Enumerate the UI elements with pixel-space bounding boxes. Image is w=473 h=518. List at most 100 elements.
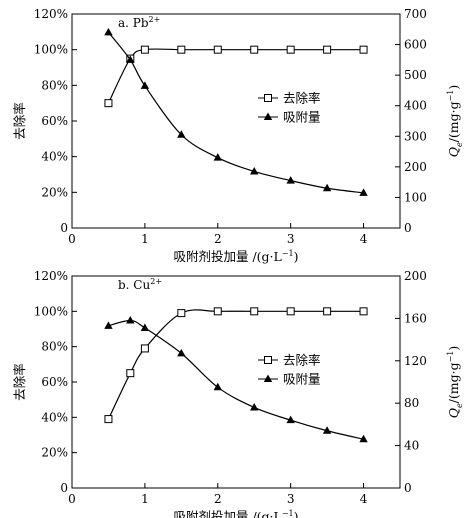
data-point-removal-rate bbox=[213, 45, 222, 54]
data-point-removal-rate bbox=[177, 309, 186, 318]
data-point-removal-rate bbox=[250, 45, 259, 54]
series-line-adsorption-capacity bbox=[107, 31, 364, 194]
y-right-tick-label: 700 bbox=[404, 7, 427, 21]
data-point-removal-rate bbox=[104, 415, 113, 424]
y-left-tick-label: 100% bbox=[34, 304, 68, 318]
data-point-adsorption-capacity bbox=[140, 323, 150, 331]
y-left-tick-label: 40% bbox=[41, 410, 68, 424]
y-left-tick-label: 120% bbox=[34, 269, 68, 283]
series-line-removal-rate bbox=[107, 48, 364, 104]
x-tick-label: 0 bbox=[68, 492, 76, 506]
data-point-adsorption-capacity bbox=[286, 176, 295, 184]
panel-a: 0 1 2 3 4 0 20% 40% 60% 80% 100% 120% 0 100 200 300 400 5… bbox=[12, 7, 464, 264]
data-point-adsorption-capacity bbox=[126, 316, 135, 324]
data-point-adsorption-capacity bbox=[126, 55, 135, 63]
legend-label: 吸附量 bbox=[283, 110, 321, 125]
y-left-axis-title: 去除率 bbox=[12, 102, 27, 140]
data-point-adsorption-capacity bbox=[177, 130, 186, 138]
data-point-adsorption-capacity bbox=[250, 166, 259, 175]
y-left-tick-label: 20% bbox=[41, 446, 68, 460]
data-point-removal-rate bbox=[250, 307, 259, 316]
y-right-tick-label: 100 bbox=[404, 190, 427, 204]
x-tick-label: 2 bbox=[214, 492, 222, 506]
x-tick-label: 3 bbox=[287, 232, 295, 246]
y-left-tick-label: 0 bbox=[60, 481, 68, 495]
legend-label: 去除率 bbox=[283, 91, 321, 106]
legend-label: 吸附量 bbox=[283, 372, 321, 387]
x-tick-label: 4 bbox=[360, 492, 368, 506]
x-tick-label: 1 bbox=[141, 232, 149, 246]
y-right-tick-label: 0 bbox=[404, 221, 412, 235]
y-right-tick-label: 200 bbox=[404, 269, 427, 283]
y-right-tick-label: 200 bbox=[404, 160, 427, 174]
data-point-removal-rate bbox=[126, 369, 135, 378]
data-point-removal-rate bbox=[359, 307, 368, 316]
y-right-tick-label: 0 bbox=[404, 481, 412, 495]
y-right-tick-label: 400 bbox=[404, 99, 427, 113]
data-point-adsorption-capacity bbox=[359, 434, 368, 443]
y-left-tick-label: 60% bbox=[41, 375, 68, 389]
legend-label: 去除率 bbox=[283, 353, 321, 368]
y-right-tick-label: 300 bbox=[404, 129, 427, 143]
plot-frame bbox=[71, 13, 401, 229]
data-point-adsorption-capacity bbox=[322, 426, 332, 434]
data-point-removal-rate bbox=[213, 307, 222, 316]
data-point-removal-rate bbox=[140, 344, 149, 353]
panel-b: 0 1 2 3 4020%40%60%80%100%120%04080120160200… bbox=[12, 269, 464, 518]
data-point-adsorption-capacity bbox=[140, 81, 150, 89]
series-line-adsorption-capacity bbox=[108, 319, 364, 440]
plot-frame bbox=[71, 275, 401, 489]
data-point-removal-rate bbox=[359, 45, 368, 54]
y-right-tick-label: 160 bbox=[404, 311, 427, 325]
y-right-tick-label: 40 bbox=[404, 439, 419, 453]
x-axis-title: 吸附剂投加量 /(g·L−1) bbox=[173, 509, 298, 518]
y-left-tick-label: 0 bbox=[60, 221, 68, 235]
data-point-adsorption-capacity bbox=[104, 27, 113, 36]
data-point-removal-rate bbox=[140, 45, 149, 54]
data-point-adsorption-capacity bbox=[286, 415, 295, 424]
data-point-adsorption-capacity bbox=[213, 153, 222, 161]
y-right-axis-title: Qe/(mg·g−1) bbox=[446, 85, 464, 158]
x-axis-title: 吸附剂投加量 /(g·L−1) bbox=[173, 249, 298, 264]
legend-marker bbox=[263, 112, 273, 120]
y-left-tick-label: 20% bbox=[41, 185, 68, 199]
series-line-removal-rate bbox=[107, 309, 364, 420]
data-point-removal-rate bbox=[286, 45, 295, 54]
legend-marker bbox=[264, 356, 272, 364]
panel-title: a. Pb2+ bbox=[118, 15, 160, 30]
data-point-adsorption-capacity bbox=[104, 321, 113, 329]
y-left-tick-label: 40% bbox=[41, 150, 68, 164]
x-tick-label: 4 bbox=[360, 232, 368, 246]
y-left-tick-label: 80% bbox=[41, 78, 68, 92]
x-tick-label: 1 bbox=[141, 492, 149, 506]
x-tick-label: 3 bbox=[287, 492, 295, 506]
data-point-removal-rate bbox=[323, 307, 332, 316]
y-right-tick-label: 500 bbox=[404, 68, 427, 82]
y-left-axis-title: 去除率 bbox=[12, 363, 27, 401]
data-point-adsorption-capacity bbox=[322, 183, 332, 192]
data-point-removal-rate bbox=[323, 45, 332, 54]
data-point-removal-rate bbox=[286, 307, 295, 316]
legend-marker bbox=[264, 94, 272, 102]
data-point-adsorption-capacity bbox=[359, 188, 368, 196]
y-right-tick-label: 600 bbox=[404, 38, 427, 52]
data-point-adsorption-capacity bbox=[213, 382, 222, 391]
y-right-tick-label: 80 bbox=[404, 396, 419, 410]
y-left-tick-label: 120% bbox=[34, 7, 68, 21]
data-point-adsorption-capacity bbox=[250, 402, 259, 411]
data-point-removal-rate bbox=[104, 99, 113, 108]
x-tick-label: 2 bbox=[214, 232, 222, 246]
data-point-removal-rate bbox=[177, 45, 186, 54]
legend-marker bbox=[263, 374, 273, 382]
data-point-adsorption-capacity bbox=[177, 348, 186, 357]
y-right-axis-title: Qe/(mg·g−1) bbox=[446, 346, 464, 419]
y-left-tick-label: 100% bbox=[34, 43, 68, 57]
y-left-tick-label: 60% bbox=[41, 114, 68, 128]
x-tick-label: 0 bbox=[68, 232, 76, 246]
y-left-tick-label: 80% bbox=[41, 340, 68, 354]
y-right-tick-label: 120 bbox=[404, 354, 427, 368]
panel-title: b. Cu2+ bbox=[118, 277, 162, 292]
